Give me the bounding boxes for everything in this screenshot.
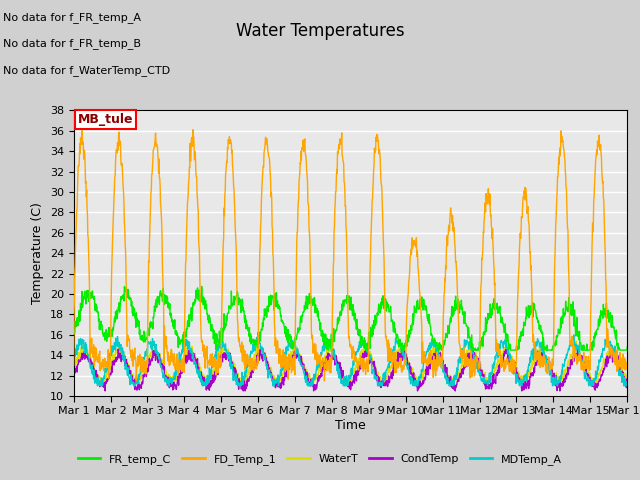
Legend: FR_temp_C, FD_Temp_1, WaterT, CondTemp, MDTemp_A: FR_temp_C, FD_Temp_1, WaterT, CondTemp, … <box>74 450 566 469</box>
Text: No data for f_WaterTemp_CTD: No data for f_WaterTemp_CTD <box>3 65 170 76</box>
Text: Water Temperatures: Water Temperatures <box>236 22 404 40</box>
Text: No data for f_FR_temp_A: No data for f_FR_temp_A <box>3 12 141 23</box>
Text: MB_tule: MB_tule <box>78 113 133 126</box>
X-axis label: Time: Time <box>335 419 366 432</box>
Text: No data for f_FR_temp_B: No data for f_FR_temp_B <box>3 38 141 49</box>
Y-axis label: Temperature (C): Temperature (C) <box>31 202 44 304</box>
